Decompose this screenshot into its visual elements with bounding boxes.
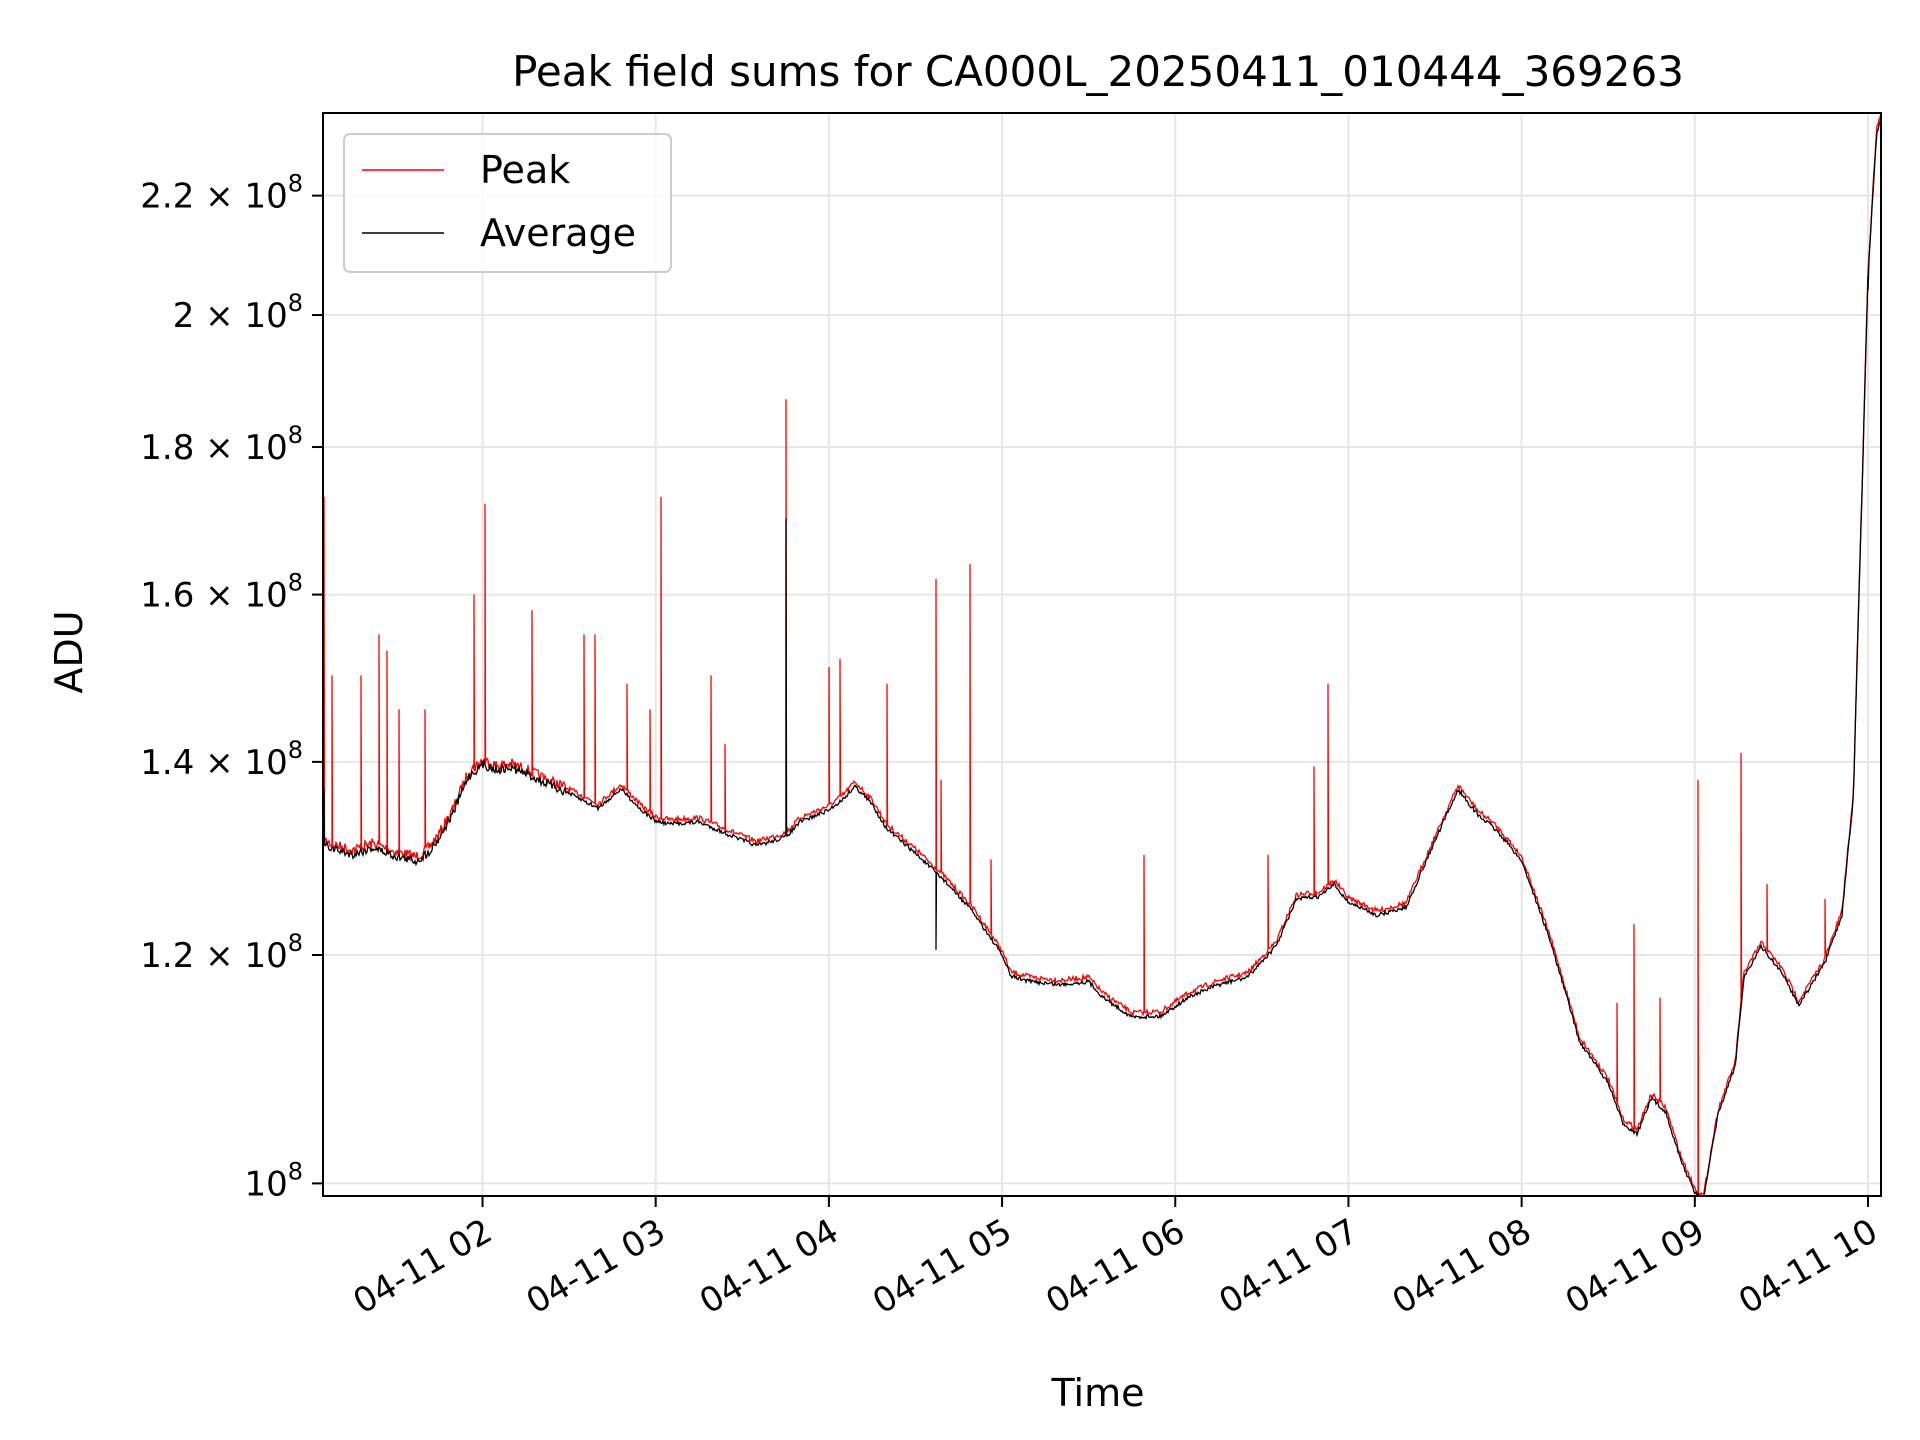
y-tick-label: 2.2 × 108	[140, 170, 303, 217]
chart-title: Peak field sums for CA000L_20250411_0104…	[512, 47, 1684, 96]
y-tick-label-base: 10	[244, 428, 287, 468]
y-tick-label-base: 10	[244, 1164, 287, 1204]
legend-label-average: Average	[480, 211, 636, 255]
y-tick-label-exponent: 8	[288, 569, 303, 597]
y-tick-label: 1.8 × 108	[140, 421, 303, 468]
series-line-average	[322, 117, 1882, 1197]
y-tick-label: 1.4 × 108	[140, 736, 303, 783]
grid	[323, 113, 1881, 1196]
y-tick-label-base: 10	[244, 743, 287, 783]
y-tick-label: 1.2 × 108	[140, 929, 303, 976]
y-tick-label: 2 × 108	[173, 289, 303, 336]
y-tick-label-base: 10	[244, 296, 287, 336]
y-tick-label-mantissa: 2.2 ×	[140, 177, 244, 217]
y-tick-label: 108	[244, 1157, 303, 1204]
y-tick-label-base: 10	[244, 936, 287, 976]
plot-frame	[322, 112, 1882, 1197]
y-axis-label: ADU	[47, 610, 91, 693]
series-line-peak	[322, 112, 1882, 1196]
y-tick-label-exponent: 8	[288, 421, 303, 449]
y-tick-label-mantissa: 2 ×	[173, 296, 245, 336]
y-tick-label: 1.6 × 108	[140, 569, 303, 616]
y-tick-label-exponent: 8	[288, 929, 303, 957]
y-tick-label-mantissa: 1.2 ×	[140, 936, 244, 976]
legend-label-peak: Peak	[480, 148, 570, 192]
legend: Peak Average	[343, 133, 672, 273]
y-tick-label-mantissa: 1.8 ×	[140, 428, 244, 468]
y-tick-label-exponent: 8	[288, 289, 303, 317]
plot-lines	[322, 112, 1882, 1197]
y-tick-label-exponent: 8	[288, 170, 303, 198]
y-tick-label-base: 10	[244, 177, 287, 217]
y-tick-label-mantissa: 1.6 ×	[140, 576, 244, 616]
y-tick-label-exponent: 8	[288, 736, 303, 764]
y-tick-label-base: 10	[244, 576, 287, 616]
y-tick-label-exponent: 8	[288, 1157, 303, 1185]
y-tick-label-mantissa: 1.4 ×	[140, 743, 244, 783]
x-axis-label: Time	[1051, 1371, 1145, 1415]
legend-box	[343, 133, 672, 273]
